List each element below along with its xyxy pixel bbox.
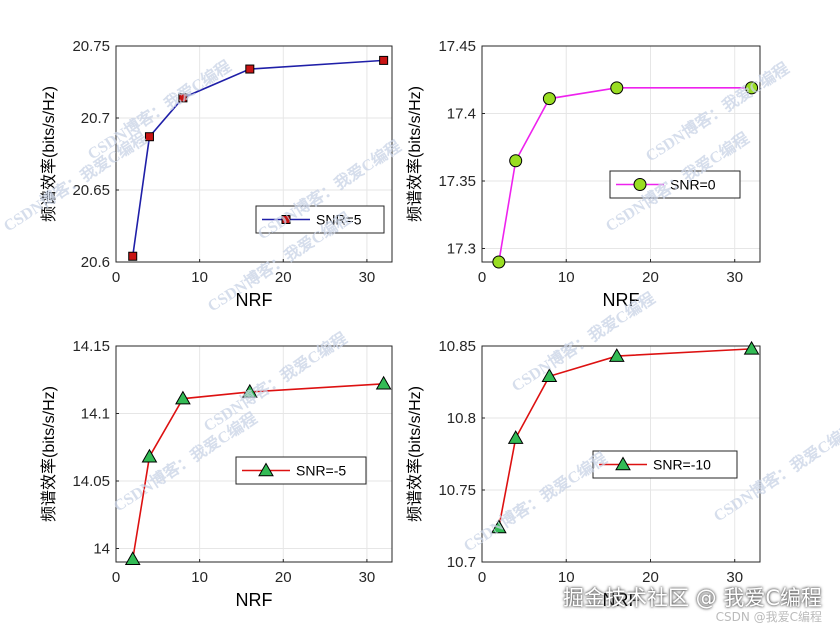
y-tick-label: 10.75 bbox=[438, 482, 476, 499]
y-tick-label: 17.35 bbox=[438, 173, 476, 190]
chart-panel-4: 0 10 20 30 10.7 10.75 10.8 10.85 NRF 频谱效率(bits/s/… bbox=[406, 338, 761, 610]
x-tick-label: 30 bbox=[359, 569, 376, 586]
data-point bbox=[492, 255, 506, 269]
data-point bbox=[610, 81, 624, 95]
data-point bbox=[379, 55, 389, 65]
data-point bbox=[178, 93, 188, 103]
data-point bbox=[124, 551, 141, 566]
footer-sub-watermark: CSDN @我爱C编程 bbox=[715, 610, 822, 624]
data-point bbox=[245, 64, 255, 74]
plot-area bbox=[482, 46, 760, 262]
y-tick-label: 17.3 bbox=[447, 241, 476, 258]
plot-area bbox=[116, 346, 392, 562]
chart-panel-3: 0 10 20 30 14 14.05 14.1 14.15 NRF 频谱效率(bits/s/Hz… bbox=[40, 338, 393, 610]
legend-box bbox=[609, 170, 741, 199]
legend-label: SNR=5 bbox=[316, 212, 362, 228]
legend-label: SNR=-10 bbox=[653, 457, 711, 473]
legend-label: SNR=0 bbox=[670, 177, 716, 193]
y-tick-label: 14.1 bbox=[81, 406, 110, 423]
footer-watermark: 掘金技术社区 @ 我爱C编程 bbox=[562, 586, 822, 610]
x-axis-label: NRF bbox=[603, 590, 640, 610]
x-tick-label: 20 bbox=[642, 269, 659, 286]
legend-marker-sample bbox=[615, 456, 631, 471]
x-tick-label: 20 bbox=[642, 569, 659, 586]
data-point bbox=[542, 92, 556, 106]
x-axis-label: NRF bbox=[236, 290, 273, 310]
y-tick-label: 10.7 bbox=[447, 554, 476, 571]
y-tick-label: 20.7 bbox=[81, 110, 110, 127]
data-point bbox=[743, 340, 760, 355]
x-tick-label: 0 bbox=[478, 269, 486, 286]
data-point bbox=[507, 430, 524, 444]
x-tick-label: 10 bbox=[558, 269, 575, 286]
x-tick-label: 20 bbox=[275, 269, 292, 286]
axes-box bbox=[481, 45, 761, 263]
data-point bbox=[745, 81, 759, 95]
axes-box bbox=[115, 45, 393, 263]
y-tick-label: 20.75 bbox=[72, 38, 110, 55]
legend: SNR=0 bbox=[609, 170, 741, 199]
x-axis-label: NRF bbox=[603, 290, 640, 310]
y-tick-label: 14.15 bbox=[72, 338, 110, 355]
y-tick-label: 14.05 bbox=[72, 473, 110, 490]
data-point bbox=[144, 132, 154, 142]
data-point bbox=[490, 519, 507, 534]
legend-marker-sample bbox=[258, 462, 274, 477]
data-point bbox=[141, 448, 158, 463]
legend: SNR=-10 bbox=[592, 450, 738, 479]
x-tick-label: 10 bbox=[558, 569, 575, 586]
data-point bbox=[608, 348, 625, 362]
x-tick-label: 30 bbox=[726, 269, 743, 286]
data-point bbox=[541, 368, 558, 382]
legend-marker-sample bbox=[633, 178, 647, 191]
y-tick-label: 20.65 bbox=[72, 182, 110, 199]
y-tick-label: 14 bbox=[93, 541, 110, 558]
x-tick-label: 20 bbox=[275, 569, 292, 586]
x-tick-label: 30 bbox=[359, 269, 376, 286]
data-point bbox=[375, 375, 392, 390]
y-tick-label: 10.8 bbox=[447, 410, 476, 427]
data-point bbox=[241, 383, 258, 398]
axes-box bbox=[115, 345, 393, 563]
legend-marker-sample bbox=[281, 215, 291, 224]
x-tick-label: 30 bbox=[726, 569, 743, 586]
y-axis-label: 频谱效率(bits/s/Hz) bbox=[40, 86, 58, 222]
x-tick-label: 0 bbox=[112, 269, 120, 286]
y-axis-label: 频谱效率(bits/s/Hz) bbox=[406, 86, 424, 222]
y-tick-label: 17.45 bbox=[438, 38, 476, 55]
y-tick-label: 10.85 bbox=[438, 338, 476, 355]
data-point bbox=[128, 251, 138, 261]
x-tick-label: 0 bbox=[112, 569, 120, 586]
y-axis-label: 频谱效率(bits/s/Hz) bbox=[40, 386, 58, 522]
x-tick-label: 10 bbox=[191, 569, 208, 586]
chart-panel-2: 0 10 20 30 17.3 17.35 17.4 17.45 NRF 频谱效率(bits/s/… bbox=[406, 38, 761, 310]
legend: SNR=5 bbox=[255, 205, 385, 234]
y-axis-label: 频谱效率(bits/s/Hz) bbox=[406, 386, 424, 522]
x-tick-label: 0 bbox=[478, 569, 486, 586]
axes-box bbox=[481, 345, 761, 563]
chart-panel-1: 0 10 20 30 20.6 20.65 20.7 20.75 NRF 频谱效率(bits/s/… bbox=[40, 38, 393, 310]
legend-label: SNR=-5 bbox=[296, 463, 346, 479]
y-tick-label: 20.6 bbox=[81, 254, 110, 271]
data-point bbox=[509, 154, 523, 168]
legend: SNR=-5 bbox=[235, 456, 367, 485]
x-axis-label: NRF bbox=[236, 590, 273, 610]
y-tick-label: 17.4 bbox=[447, 106, 476, 123]
x-tick-label: 10 bbox=[191, 269, 208, 286]
data-point bbox=[175, 390, 191, 405]
